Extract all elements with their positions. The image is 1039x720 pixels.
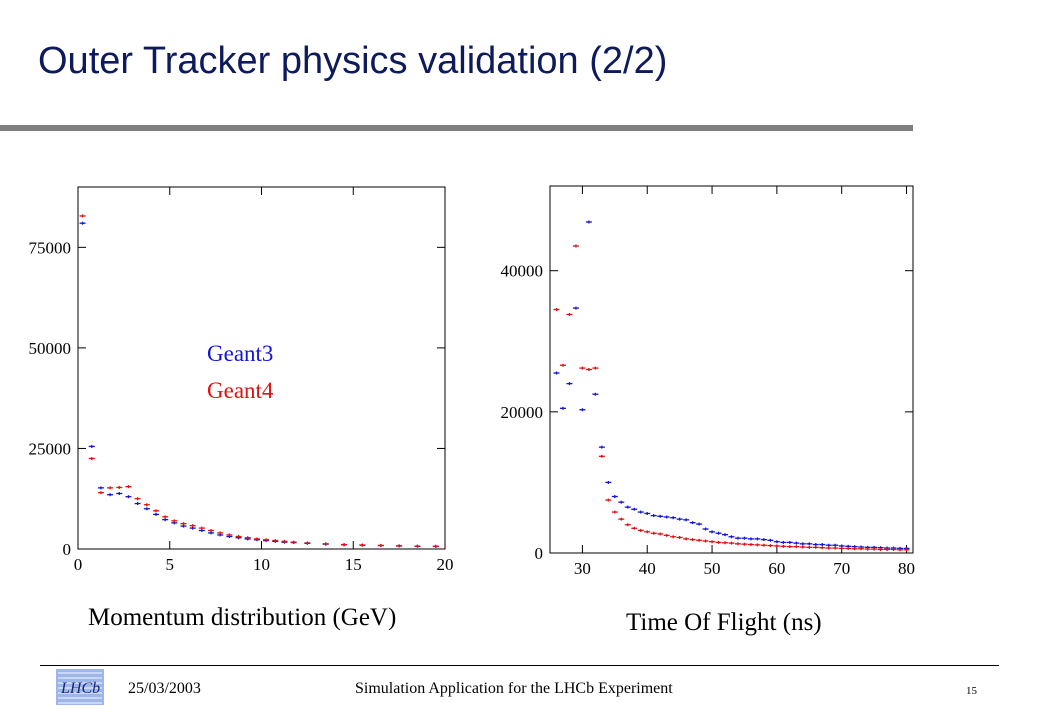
legend-geant3: Geant3 [207, 341, 274, 366]
x-tick-label: 50 [704, 559, 721, 578]
x-tick-label: 60 [768, 559, 785, 578]
momentum-caption: Momentum distribution (GeV) [88, 604, 397, 631]
lhcb-logo-icon: LHCb [56, 669, 104, 705]
x-tick-label: 5 [166, 555, 175, 574]
x-tick-label: 40 [639, 559, 656, 578]
footer-title: Simulation Application for the LHCb Expe… [355, 680, 673, 697]
page-number: 15 [966, 685, 977, 697]
title-divider [0, 125, 913, 131]
x-tick-label: 70 [833, 559, 850, 578]
y-tick-label: 40000 [501, 262, 544, 281]
x-tick-label: 80 [898, 559, 915, 578]
x-tick-label: 20 [437, 555, 454, 574]
y-tick-label: 50000 [29, 339, 72, 358]
plot-frame [77, 186, 446, 550]
footer-divider [40, 665, 999, 666]
time-of-flight-plot: 30 40 50 60 70 80 0 20000 40000 [501, 185, 915, 578]
slide-title: Outer Tracker physics validation (2/2) [38, 40, 668, 82]
plot-frame [549, 185, 914, 554]
footer-date: 25/03/2003 [128, 680, 201, 697]
y-tick-label: 0 [63, 540, 72, 559]
tof-caption: Time Of Flight (ns) [626, 609, 822, 636]
x-tick-label: 15 [345, 555, 362, 574]
y-tick-label: 25000 [29, 439, 72, 458]
momentum-distribution-plot: 0 5 10 15 20 0 25000 50000 75000 [29, 186, 454, 574]
x-tick-label: 30 [574, 559, 591, 578]
y-tick-label: 75000 [29, 238, 72, 257]
y-tick-label: 20000 [501, 403, 544, 422]
x-tick-label: 0 [74, 555, 83, 574]
svg-text:LHCb: LHCb [60, 680, 100, 697]
x-tick-label: 10 [253, 555, 270, 574]
legend-geant4: Geant4 [207, 378, 274, 403]
y-tick-label: 0 [535, 544, 544, 563]
